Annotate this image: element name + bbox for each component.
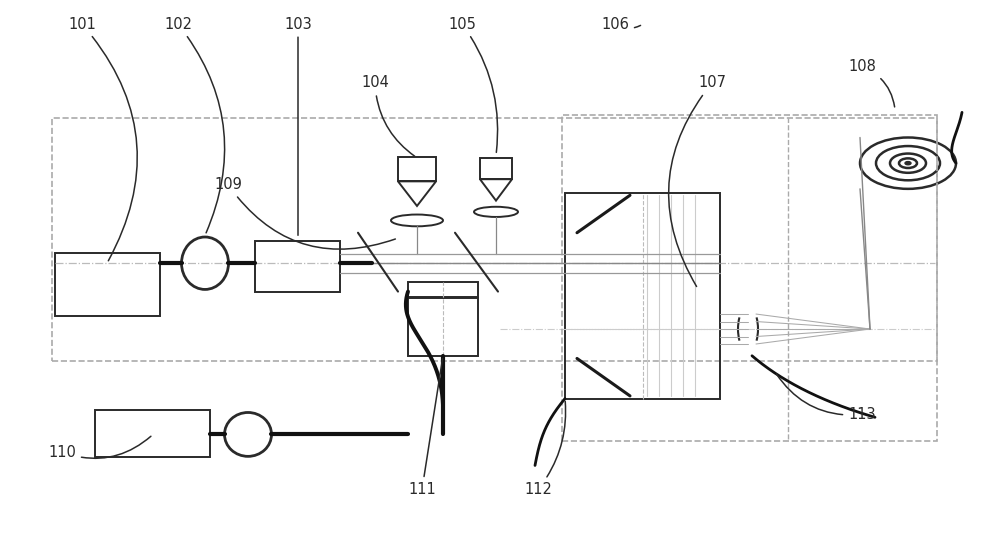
Text: 112: 112 xyxy=(524,401,566,497)
Bar xyxy=(255,241,340,292)
Text: 105: 105 xyxy=(448,17,498,152)
Bar xyxy=(398,157,436,181)
Text: 102: 102 xyxy=(164,17,225,233)
Text: 101: 101 xyxy=(68,17,137,261)
Bar xyxy=(565,193,720,399)
Bar xyxy=(562,115,937,441)
Text: 109: 109 xyxy=(214,177,395,249)
Bar xyxy=(95,410,210,457)
Text: 106: 106 xyxy=(601,17,641,32)
Text: 110: 110 xyxy=(48,436,151,460)
Bar xyxy=(480,158,512,179)
Text: 103: 103 xyxy=(284,17,312,235)
Circle shape xyxy=(905,162,911,165)
Text: 113: 113 xyxy=(777,374,876,422)
Bar xyxy=(408,298,478,356)
Text: 111: 111 xyxy=(408,358,443,497)
Bar xyxy=(408,282,478,297)
Text: 108: 108 xyxy=(848,59,895,107)
Bar xyxy=(52,118,937,361)
Bar xyxy=(55,253,160,316)
Text: 104: 104 xyxy=(361,75,415,156)
Text: 107: 107 xyxy=(669,75,726,287)
